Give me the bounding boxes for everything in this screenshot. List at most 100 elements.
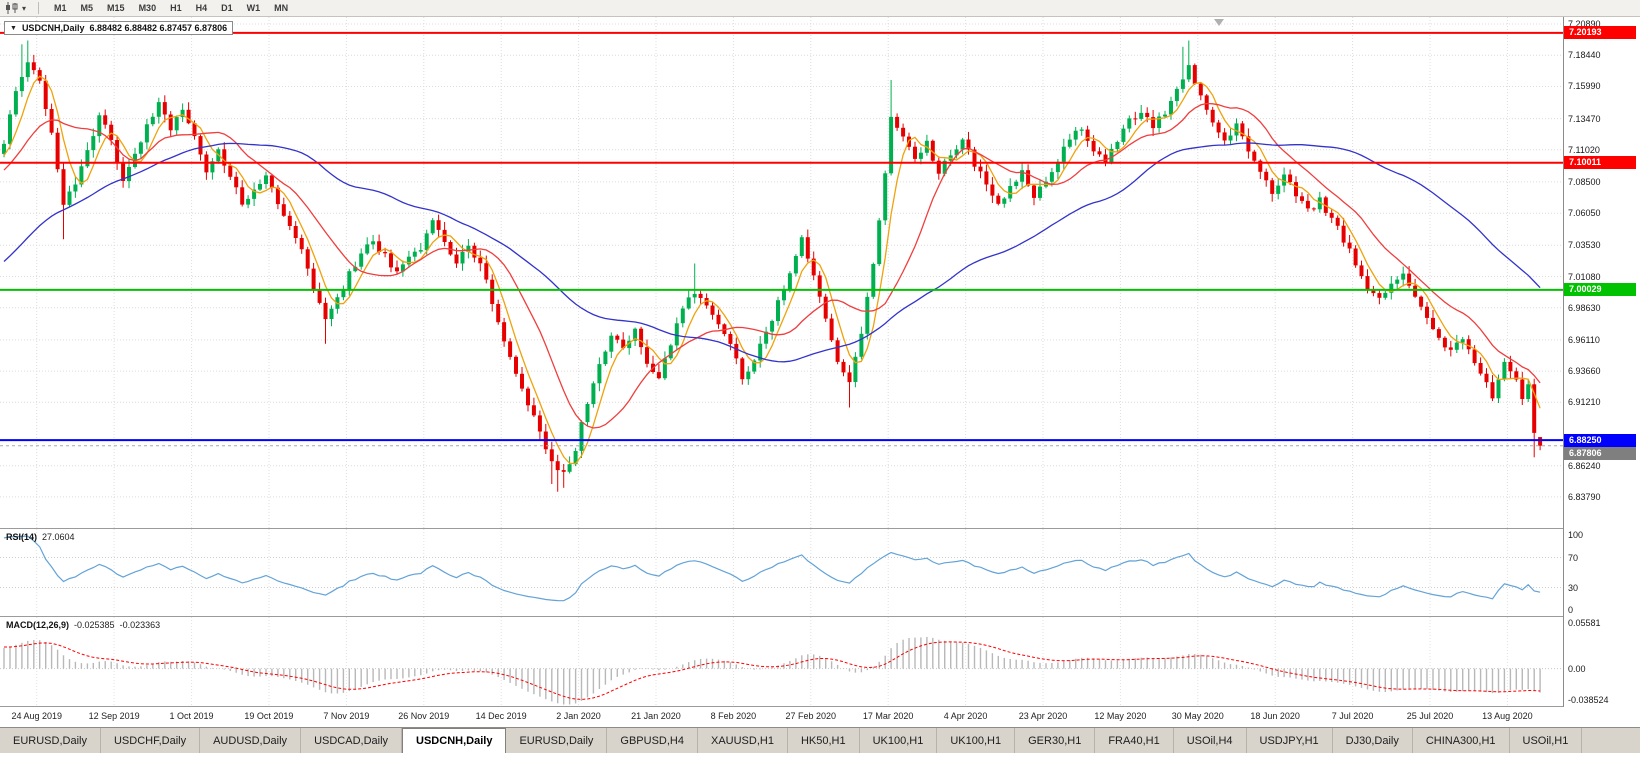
time-axis-label: 4 Apr 2020 xyxy=(943,711,988,721)
timeframe-button-m15[interactable]: M15 xyxy=(107,3,125,13)
chart-tab-usdcnh-daily[interactable]: USDCNH,Daily xyxy=(402,728,507,753)
bottom-strip xyxy=(0,753,1640,763)
timeframe-button-w1[interactable]: W1 xyxy=(246,3,261,13)
rsi-value: 27.0604 xyxy=(42,532,75,542)
price-axis-tick: 7.15990 xyxy=(1568,81,1601,92)
time-axis[interactable]: 24 Aug 2019 12 Sep 2019 1 Oct 2019 19 Oct 2… xyxy=(0,707,1563,727)
chart-tab-fra40-h1[interactable]: FRA40,H1 xyxy=(1095,728,1174,753)
rsi-axis-tick: 30 xyxy=(1568,582,1579,593)
price-chart-canvas[interactable] xyxy=(0,17,1563,528)
rsi-name: RSI(14) xyxy=(6,532,38,542)
timeframe-button-d1[interactable]: D1 xyxy=(221,3,233,13)
chart-tab-audusd-daily[interactable]: AUDUSD,Daily xyxy=(200,728,302,753)
chart-tab-eurusd-daily[interactable]: EURUSD,Daily xyxy=(0,728,101,753)
chart-tab-usdjpy-h1[interactable]: USDJPY,H1 xyxy=(1246,728,1333,753)
chart-symbol-label: USDCNH,Daily xyxy=(21,23,85,33)
timeframe-button-h1[interactable]: H1 xyxy=(170,3,182,13)
chart-shift-marker[interactable] xyxy=(1214,19,1224,26)
macd-main-value: -0.025385 xyxy=(74,620,115,630)
chart-type-dropdown-caret-icon[interactable]: ▾ xyxy=(22,3,27,13)
macd-indicator-label: MACD(12,26,9) -0.025385 -0.023363 xyxy=(6,620,160,630)
timeframe-button-m30[interactable]: M30 xyxy=(138,3,157,13)
price-level-badge: 6.88250 xyxy=(1564,433,1636,447)
price-axis-tick: 7.11020 xyxy=(1568,144,1600,155)
price-axis-tick: 6.98630 xyxy=(1568,302,1601,313)
chart-type-icon[interactable] xyxy=(5,2,19,15)
price-axis-tick: 6.83790 xyxy=(1568,491,1601,502)
price-axis-border xyxy=(1563,17,1564,707)
time-axis-label: 24 Aug 2019 xyxy=(11,711,63,721)
timeframe-button-m5[interactable]: M5 xyxy=(80,3,94,13)
time-axis-label: 18 Jun 2020 xyxy=(1250,711,1300,721)
price-axis-tick: 7.20890 xyxy=(1568,19,1601,29)
timeframe-toolbar: ▾ M1 M5 M15 M30 H1 H4 D1 W1 MN xyxy=(0,0,1640,17)
time-axis-label: 17 Mar 2020 xyxy=(862,711,914,721)
chart-tab-uk100-h1[interactable]: UK100,H1 xyxy=(859,728,938,753)
chart-tab-uk100-h1[interactable]: UK100,H1 xyxy=(937,728,1016,753)
macd-axis-tick: -0.038524 xyxy=(1568,695,1609,705)
price-axis-tick: 6.91210 xyxy=(1568,397,1601,408)
price-axis-tick: 7.06050 xyxy=(1568,208,1601,219)
time-axis-label: 23 Apr 2020 xyxy=(1018,711,1068,721)
chart-tab-usoil-h1[interactable]: USOil,H1 xyxy=(1509,728,1583,753)
price-axis-tick: 6.96110 xyxy=(1568,334,1600,345)
chart-tab-usoil-h4[interactable]: USOil,H4 xyxy=(1173,728,1247,753)
macd-name: MACD(12,26,9) xyxy=(6,620,70,630)
chart-tab-usdcad-daily[interactable]: USDCAD,Daily xyxy=(301,728,403,753)
time-axis-label: 12 May 2020 xyxy=(1094,711,1147,721)
time-axis-label: 7 Nov 2019 xyxy=(323,711,370,721)
toolbar-separator xyxy=(38,2,40,14)
rsi-axis-tick: 0 xyxy=(1568,605,1574,615)
time-axis-label: 2 Jan 2020 xyxy=(556,711,601,721)
time-axis-label: 14 Dec 2019 xyxy=(475,711,527,721)
panel-separator[interactable] xyxy=(0,528,1640,529)
chart-ohlc-values: 6.88482 6.88482 6.87457 6.87806 xyxy=(89,23,228,33)
time-axis-label: 1 Oct 2019 xyxy=(169,711,214,721)
chart-tab-hk50-h1[interactable]: HK50,H1 xyxy=(787,728,860,753)
rsi-axis-tick: 100 xyxy=(1568,530,1584,540)
macd-signal-value: -0.023363 xyxy=(119,620,161,630)
chart-tab-gbpusd-h4[interactable]: GBPUSD,H4 xyxy=(607,728,698,753)
rsi-panel-canvas[interactable] xyxy=(0,529,1563,616)
price-axis-tick: 7.03530 xyxy=(1568,240,1601,251)
time-axis-label: 13 Aug 2020 xyxy=(1482,711,1533,721)
macd-axis-tick: 0.00 xyxy=(1568,663,1586,674)
chart-tab-usdchf-daily[interactable]: USDCHF,Daily xyxy=(100,728,201,753)
time-axis-label: 19 Oct 2019 xyxy=(244,711,294,721)
rsi-indicator-label: RSI(14) 27.0604 xyxy=(6,532,75,542)
price-axis-tick: 7.08500 xyxy=(1568,176,1601,187)
time-axis-label: 26 Nov 2019 xyxy=(398,711,450,721)
time-axis-label: 12 Sep 2019 xyxy=(88,711,140,721)
time-axis-label: 7 Jul 2020 xyxy=(1331,711,1374,721)
chart-tab-xauusd-h1[interactable]: XAUUSD,H1 xyxy=(697,728,788,753)
time-axis-label: 27 Feb 2020 xyxy=(785,711,837,721)
chart-tab-dj30-daily[interactable]: DJ30,Daily xyxy=(1332,728,1413,753)
macd-axis-tick: 0.05581 xyxy=(1568,618,1601,628)
chart-tab-eurusd-daily[interactable]: EURUSD,Daily xyxy=(506,728,608,753)
price-axis-tick: 6.93660 xyxy=(1568,366,1601,377)
chart-tab-bar: EURUSD,Daily USDCHF,Daily AUDUSD,Daily USDC… xyxy=(0,727,1640,753)
timeframe-button-mn[interactable]: MN xyxy=(274,3,289,13)
price-level-badge: 7.10011 xyxy=(1564,156,1636,170)
time-axis-label: 21 Jan 2020 xyxy=(631,711,681,721)
macd-panel-canvas[interactable] xyxy=(0,617,1563,706)
price-axis[interactable]: 7.20890 7.18440 7.15990 7.13470 7.11020 7.085… xyxy=(1564,17,1640,707)
price-axis-tick: 7.01080 xyxy=(1568,271,1601,282)
chart-tab-china300-h1[interactable]: CHINA300,H1 xyxy=(1412,728,1510,753)
price-level-badge: 7.20193 xyxy=(1564,26,1636,40)
rsi-axis-tick: 70 xyxy=(1568,552,1579,563)
current-price-badge: 6.87806 xyxy=(1564,446,1636,460)
panel-separator xyxy=(0,706,1640,707)
price-axis-tick: 7.13470 xyxy=(1568,113,1601,124)
timeframe-button-h4[interactable]: H4 xyxy=(195,3,208,13)
chart-tab-ger30-h1[interactable]: GER30,H1 xyxy=(1015,728,1096,753)
collapse-arrow-icon[interactable]: ▼ xyxy=(10,24,17,32)
panel-separator[interactable] xyxy=(0,616,1640,617)
time-axis-label: 25 Jul 2020 xyxy=(1406,711,1454,721)
time-axis-label: 8 Feb 2020 xyxy=(710,711,757,721)
price-axis-tick: 7.18440 xyxy=(1568,50,1601,61)
price-level-badge: 7.00029 xyxy=(1564,283,1636,297)
timeframe-button-m1[interactable]: M1 xyxy=(54,3,67,13)
chart-title-box[interactable]: ▼ USDCNH,Daily 6.88482 6.88482 6.87457 6… xyxy=(4,21,234,35)
